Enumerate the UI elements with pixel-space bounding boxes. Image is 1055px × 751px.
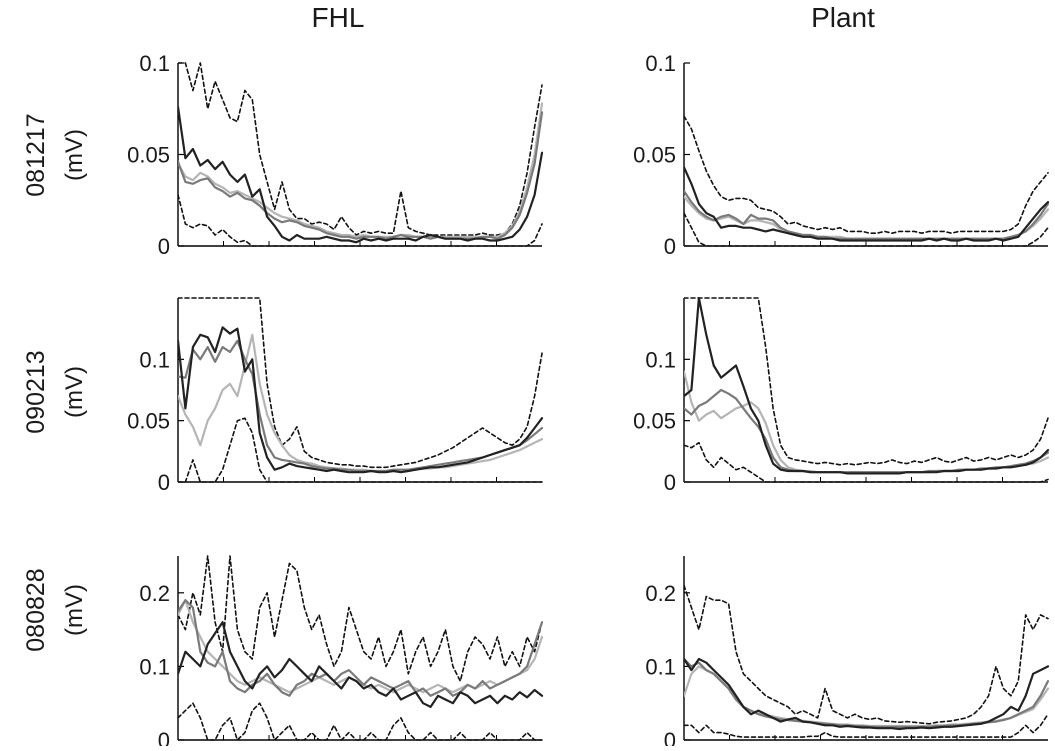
series-line-dark-0 [178, 621, 544, 709]
panels: 00.050.100.050.100.050.100.050.100.10.2p… [127, 51, 1052, 751]
y-tick-label: 0.2 [645, 581, 676, 606]
y-tick-label: 0 [664, 234, 676, 259]
y-tick-label: 0 [158, 470, 170, 495]
series-line-dashed-3 [684, 297, 1049, 466]
series-line-mid-1 [684, 657, 1050, 728]
series-line-dashed-4 [684, 713, 1049, 738]
series-line-mid-1 [178, 599, 544, 697]
panel-fhl-081217: 0 0.05 0.1 [127, 51, 544, 259]
series-line-dashed-4 [684, 441, 1049, 483]
row-label-090213: 090213 [22, 350, 50, 433]
y-tick-label: 0.1 [139, 347, 170, 372]
y-tick-label: 0.2 [139, 581, 170, 606]
y-tick-label: 0 [664, 728, 676, 746]
y-tick-label: 0.1 [645, 347, 676, 372]
series-line-dark-0 [178, 105, 544, 244]
series-line-dark-0 [684, 657, 1050, 731]
series-line-light-2 [684, 370, 1050, 474]
y-unit-label-row3: (mV) [61, 584, 88, 636]
series-group [684, 584, 1050, 738]
y-unit-label-row1: (mV) [61, 129, 88, 181]
row-label-081217: 081217 [22, 113, 50, 196]
y-tick-label: 0 [664, 470, 676, 495]
row-label-080828: 080828 [22, 568, 50, 651]
column-title-fhl: FHL [312, 2, 365, 33]
y-tick-label: 0.05 [127, 143, 170, 168]
panel-fhl-090213: 0 0.05 0.1 [127, 297, 544, 495]
series-line-light-2 [178, 102, 544, 238]
series-group [178, 297, 544, 483]
series-line-light-2 [178, 599, 544, 694]
series-line-mid-1 [178, 111, 544, 240]
column-title-plant: Plant [811, 2, 875, 33]
series-line-dashed-4 [684, 212, 1049, 247]
panel-fhl-080828: 00.10.2pcpc [139, 555, 546, 751]
series-line-dashed-3 [684, 584, 1049, 725]
y-tick-label: 0.05 [127, 409, 170, 434]
series-line-dark-0 [178, 326, 544, 474]
series-line-mid-1 [684, 190, 1050, 240]
series-group [178, 62, 544, 247]
y-tick-label: 0.1 [645, 654, 676, 679]
y-unit-label-row2: (mV) [61, 366, 88, 418]
panel-plant-080828: 00.10.2pcpc [645, 556, 1052, 751]
series-line-dashed-3 [684, 115, 1049, 234]
series-line-dashed-4 [178, 702, 543, 741]
panel-plant-081217: 0 0.05 0.1 [633, 51, 1050, 259]
series-line-light-2 [178, 333, 544, 473]
series-line-dashed-4 [178, 417, 543, 483]
y-tick-label: 0.1 [645, 51, 676, 76]
series-group [178, 555, 544, 741]
series-line-dark-0 [684, 297, 1050, 475]
y-tick-label: 0.05 [633, 143, 676, 168]
series-line-dashed-3 [178, 62, 543, 236]
series-line-dashed-4 [178, 194, 543, 247]
series-group [684, 297, 1050, 483]
series-line-mid-1 [178, 339, 544, 473]
y-tick-label: 0 [158, 728, 170, 746]
series-line-dashed-3 [178, 555, 543, 682]
y-tick-label: 0.1 [139, 654, 170, 679]
y-tick-label: 0.1 [139, 51, 170, 76]
y-tick-label: 0 [158, 234, 170, 259]
series-line-dashed-3 [178, 297, 543, 469]
series-line-dark-0 [684, 166, 1050, 242]
series-group [684, 115, 1050, 247]
panel-plant-090213: 0 0.05 0.1 [633, 297, 1050, 495]
y-tick-label: 0.05 [633, 409, 676, 434]
